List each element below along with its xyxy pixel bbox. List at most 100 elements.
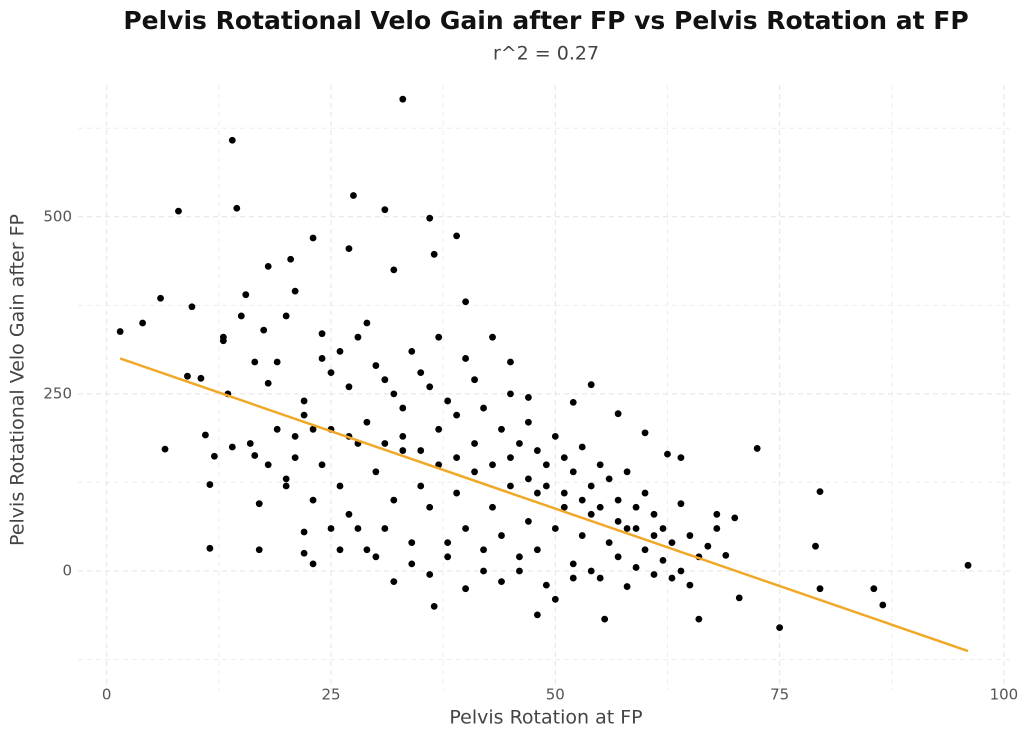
point (318, 330, 326, 338)
point (251, 358, 259, 366)
point (614, 410, 622, 418)
point (345, 245, 353, 253)
point (578, 443, 586, 451)
point (587, 510, 595, 518)
point (569, 574, 577, 582)
point (516, 567, 523, 575)
point (210, 452, 218, 460)
x-tick-label: 50 (546, 686, 565, 704)
point (560, 454, 568, 462)
point (542, 482, 550, 490)
point (641, 489, 649, 497)
point (408, 560, 416, 568)
point (753, 445, 761, 452)
point (435, 461, 443, 469)
point (601, 615, 609, 623)
point (569, 468, 577, 476)
point (282, 312, 290, 320)
point (533, 489, 541, 497)
point (525, 517, 532, 525)
point (870, 585, 878, 593)
point (551, 525, 559, 532)
point (722, 551, 730, 559)
point (350, 192, 357, 199)
point (471, 440, 478, 447)
trend-line (119, 357, 969, 653)
point (525, 475, 532, 483)
point (291, 454, 299, 462)
point (219, 337, 227, 345)
point (650, 532, 658, 539)
point (116, 328, 124, 335)
point (426, 383, 434, 391)
point (282, 475, 290, 483)
point (713, 510, 721, 518)
point (812, 542, 819, 550)
point (560, 503, 568, 511)
point (641, 429, 649, 437)
point (430, 603, 438, 610)
point (623, 468, 631, 476)
point (453, 454, 461, 462)
point (507, 454, 514, 462)
point (363, 319, 371, 327)
point (471, 376, 478, 384)
point (233, 204, 241, 212)
point (462, 585, 469, 593)
point (444, 539, 452, 547)
point (533, 611, 541, 619)
point (480, 567, 487, 575)
point (686, 532, 694, 539)
y-tick-label: 250 (43, 384, 72, 402)
point (569, 560, 577, 568)
point (677, 567, 685, 575)
point (363, 546, 371, 554)
point (327, 369, 335, 377)
point (300, 397, 308, 405)
y-axis-label: Pelvis Rotational Velo Gain after FP (7, 214, 29, 546)
point (372, 362, 380, 369)
point (516, 440, 523, 447)
point (188, 303, 196, 311)
chart-title: Pelvis Rotational Velo Gain after FP vs … (123, 6, 968, 35)
point (560, 489, 568, 497)
point (879, 601, 887, 609)
y-tick-label: 0 (62, 561, 72, 579)
point (444, 397, 452, 405)
point (587, 381, 595, 389)
point (569, 398, 577, 406)
point (309, 234, 317, 242)
point (246, 440, 254, 447)
point (668, 539, 676, 547)
point (318, 355, 326, 362)
point (677, 454, 685, 462)
point (650, 571, 658, 578)
point (300, 411, 308, 419)
x-tick-label: 75 (770, 686, 789, 704)
point (139, 319, 146, 327)
point (632, 525, 640, 532)
point (282, 482, 290, 490)
point (399, 432, 407, 440)
point (251, 452, 259, 459)
point (363, 418, 371, 426)
point (381, 206, 389, 214)
point (632, 503, 640, 511)
point (372, 468, 380, 476)
point (430, 250, 438, 258)
y-tick-label: 500 (43, 207, 72, 225)
point (605, 475, 613, 483)
point (453, 411, 461, 419)
point (381, 525, 389, 532)
point (686, 581, 694, 589)
point (435, 425, 443, 433)
point (202, 431, 209, 439)
point (578, 496, 586, 504)
point (713, 525, 721, 532)
point (273, 358, 281, 366)
point (175, 207, 182, 215)
point (287, 255, 295, 263)
point (354, 525, 362, 532)
point (453, 232, 461, 240)
point (641, 546, 649, 554)
